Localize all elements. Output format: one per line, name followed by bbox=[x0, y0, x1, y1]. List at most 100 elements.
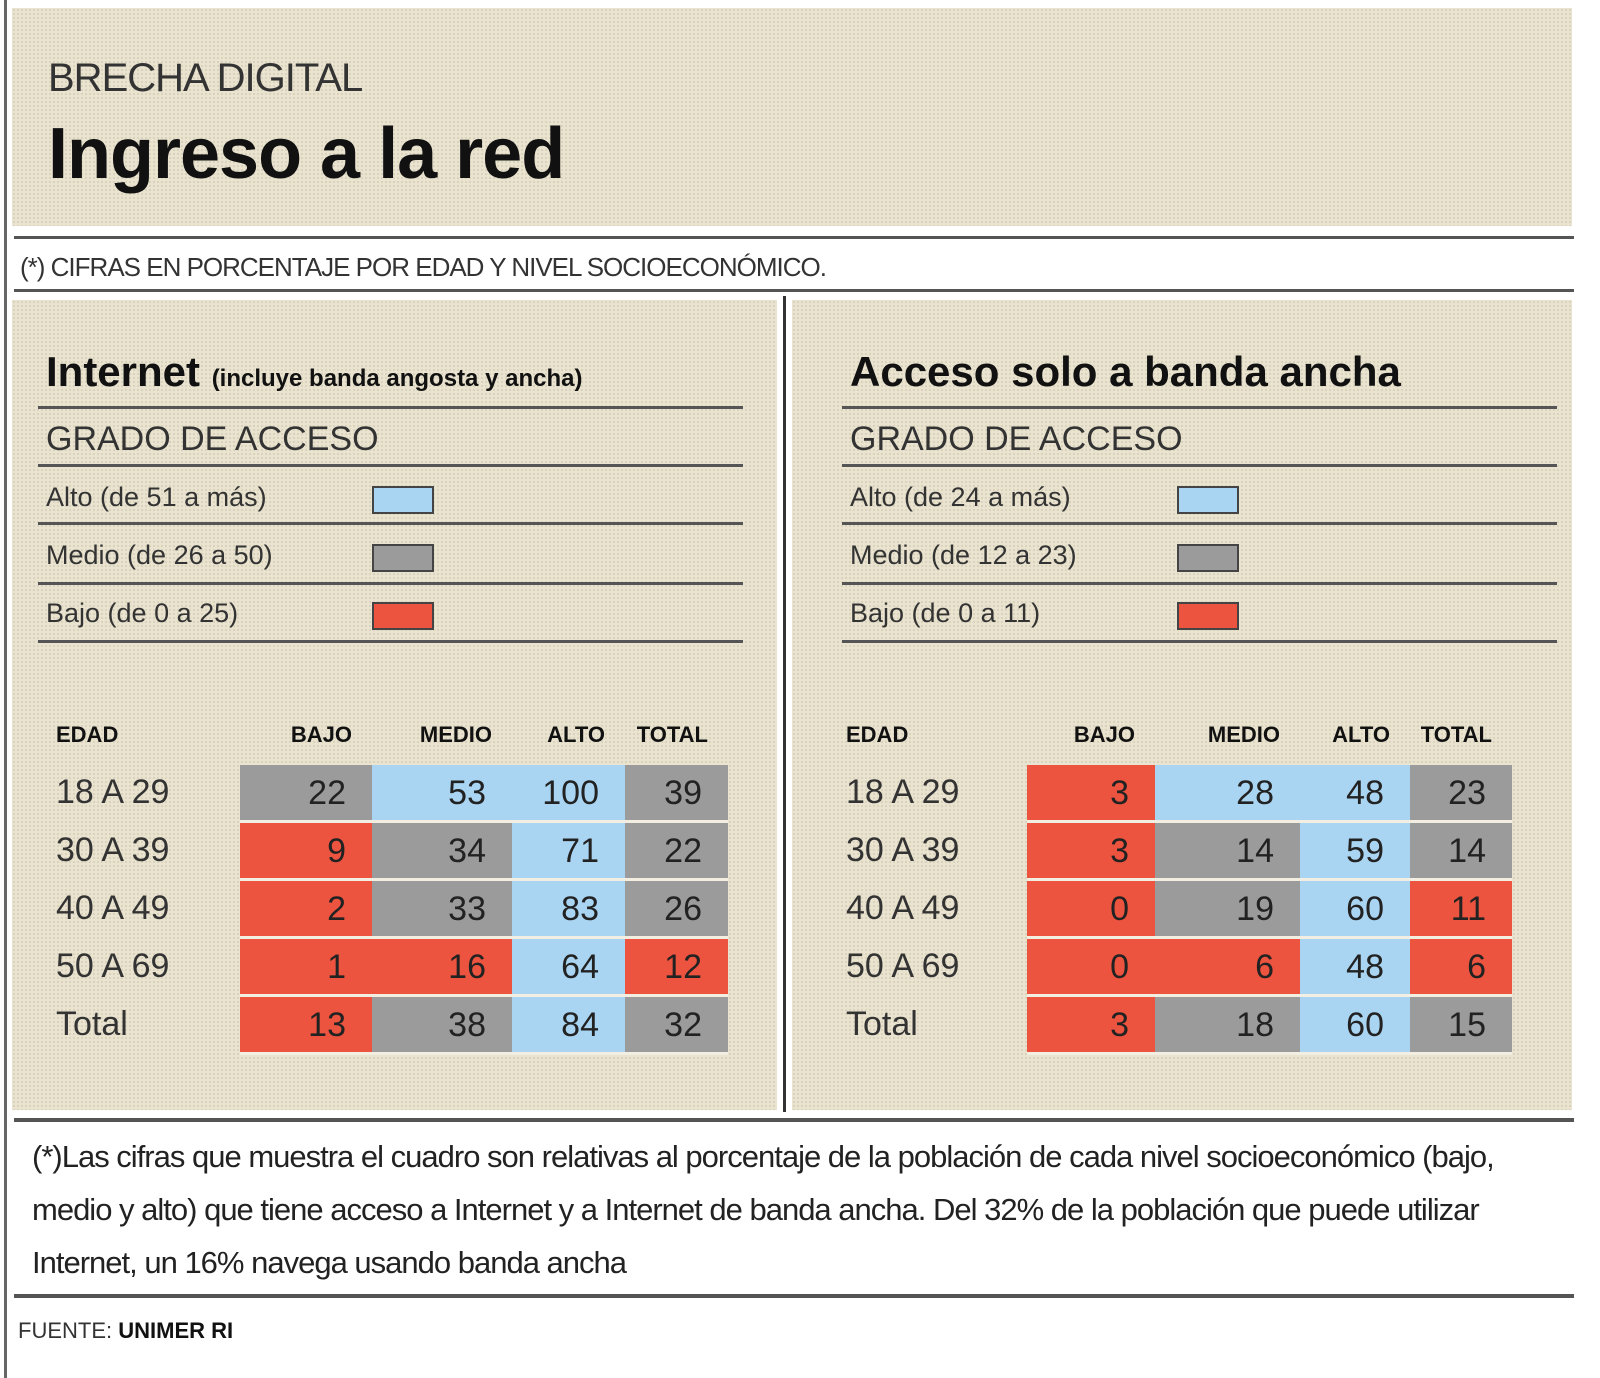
table-cell: 84 bbox=[512, 997, 625, 1055]
legend-swatch-medio bbox=[372, 544, 434, 572]
table-cell: 33 bbox=[372, 881, 512, 939]
legend-item-medio: Medio (de 12 a 23) bbox=[850, 540, 1077, 570]
footnote: (*)Las cifras que muestra el cuadro son … bbox=[14, 1118, 1574, 1298]
note: (*) CIFRAS EN PORCENTAJE POR EDAD Y NIVE… bbox=[14, 236, 1574, 292]
row-label: 50 A 69 bbox=[56, 947, 170, 985]
table-cell: 32 bbox=[625, 997, 728, 1055]
table-cell: 6 bbox=[1155, 939, 1300, 997]
table-cell: 34 bbox=[372, 823, 512, 881]
rule-line bbox=[38, 640, 743, 643]
frame-line bbox=[4, 0, 7, 1378]
panel-title-text: Internet bbox=[46, 348, 201, 395]
legend-item-medio: Medio (de 26 a 50) bbox=[46, 540, 273, 570]
table-cell: 6 bbox=[1410, 939, 1512, 997]
table-cell: 16 bbox=[372, 939, 512, 997]
table-cell: 18 bbox=[1155, 997, 1300, 1055]
table-cell: 48 bbox=[1300, 939, 1410, 997]
table-cell: 71 bbox=[512, 823, 625, 881]
table-cell: 39 bbox=[625, 765, 728, 823]
legend-title: GRADO DE ACCESO bbox=[850, 420, 1183, 458]
page-title: Ingreso a la red bbox=[48, 114, 565, 194]
column-header: MEDIO bbox=[419, 722, 492, 747]
table-cell: 15 bbox=[1410, 997, 1512, 1055]
table-cell: 83 bbox=[512, 881, 625, 939]
table-cell: 19 bbox=[1155, 881, 1300, 939]
row-label: 30 A 39 bbox=[56, 831, 170, 869]
table-cell: 3 bbox=[1027, 765, 1155, 823]
legend-swatch-bajo bbox=[1177, 602, 1239, 630]
panel-subtitle: (incluye banda angosta y ancha) bbox=[211, 365, 583, 392]
legend-item-bajo: Bajo (de 0 a 25) bbox=[46, 598, 239, 628]
table-cell: 23 bbox=[1410, 765, 1512, 823]
panel-banda-ancha: Acceso solo a banda ancha GRADO DE ACCESO… bbox=[792, 300, 1572, 1110]
row-label: 50 A 69 bbox=[846, 947, 960, 985]
table-cell: 22 bbox=[240, 765, 372, 823]
column-header: EDAD bbox=[56, 722, 119, 747]
panel-title: Acceso solo a banda ancha bbox=[850, 348, 1401, 396]
table-cell: 12 bbox=[625, 939, 728, 997]
column-header: MEDIO bbox=[1207, 722, 1280, 747]
legend-item-alto: Alto (de 24 a más) bbox=[850, 482, 1071, 512]
source: FUENTE: UNIMER RI bbox=[18, 1318, 233, 1344]
panel-title: Internet (incluye banda angosta y ancha) bbox=[46, 348, 582, 396]
row-label: 30 A 39 bbox=[846, 831, 960, 869]
table-cell: 14 bbox=[1155, 823, 1300, 881]
rule-line bbox=[38, 522, 743, 525]
rule-line bbox=[842, 406, 1557, 409]
table-cell: 26 bbox=[625, 881, 728, 939]
source-label: FUENTE: bbox=[18, 1318, 113, 1343]
table-cell: 48 bbox=[1300, 765, 1410, 823]
row-label: Total bbox=[56, 1005, 128, 1043]
table-cell: 3 bbox=[1027, 823, 1155, 881]
rule-line bbox=[842, 522, 1557, 525]
rule-line bbox=[38, 406, 743, 409]
row-label: 18 A 29 bbox=[56, 773, 170, 811]
column-header: BAJO bbox=[1073, 722, 1135, 747]
column-header: BAJO bbox=[290, 722, 352, 747]
column-header: TOTAL bbox=[636, 722, 708, 747]
row-label: 40 A 49 bbox=[846, 889, 960, 927]
table-cell: 28 bbox=[1155, 765, 1300, 823]
table-cell: 22 bbox=[625, 823, 728, 881]
table-cell: 60 bbox=[1300, 997, 1410, 1055]
panel-title-text: Acceso solo a banda ancha bbox=[850, 348, 1401, 395]
table-cell: 9 bbox=[240, 823, 372, 881]
table-cell: 11 bbox=[1410, 881, 1512, 939]
legend-swatch-alto bbox=[1177, 486, 1239, 514]
legend-swatch-alto bbox=[372, 486, 434, 514]
table-cell: 14 bbox=[1410, 823, 1512, 881]
kicker: BRECHA DIGITAL bbox=[48, 56, 363, 100]
legend-swatch-medio bbox=[1177, 544, 1239, 572]
table-cell: 1 bbox=[240, 939, 372, 997]
table-cell: 0 bbox=[1027, 939, 1155, 997]
column-header: EDAD bbox=[846, 722, 909, 747]
rule-line bbox=[842, 640, 1557, 643]
table-cell: 59 bbox=[1300, 823, 1410, 881]
legend-item-alto: Alto (de 51 a más) bbox=[46, 482, 267, 512]
column-header: ALTO bbox=[547, 722, 605, 747]
table-cell: 53 bbox=[372, 765, 512, 823]
legend-title: GRADO DE ACCESO bbox=[46, 420, 379, 458]
source-name: UNIMER RI bbox=[118, 1318, 234, 1343]
table-cell: 100 bbox=[512, 765, 625, 823]
rule-line bbox=[842, 464, 1557, 467]
row-label: 40 A 49 bbox=[56, 889, 170, 927]
rule-line bbox=[38, 464, 743, 467]
legend-item-bajo: Bajo (de 0 a 11) bbox=[850, 598, 1041, 628]
divider bbox=[783, 296, 786, 1112]
column-header: TOTAL bbox=[1420, 722, 1492, 747]
table-cell: 3 bbox=[1027, 997, 1155, 1055]
row-label: Total bbox=[846, 1005, 918, 1043]
table-cell: 38 bbox=[372, 997, 512, 1055]
table-cell: 60 bbox=[1300, 881, 1410, 939]
table-cell: 0 bbox=[1027, 881, 1155, 939]
table-cell: 13 bbox=[240, 997, 372, 1055]
rule-line bbox=[38, 582, 743, 585]
column-header: ALTO bbox=[1332, 722, 1390, 747]
panel-internet: Internet (incluye banda angosta y ancha)… bbox=[12, 300, 777, 1110]
header: BRECHA DIGITAL Ingreso a la red bbox=[12, 8, 1572, 226]
table-cell: 2 bbox=[240, 881, 372, 939]
table-cell: 64 bbox=[512, 939, 625, 997]
rule-line bbox=[842, 582, 1557, 585]
